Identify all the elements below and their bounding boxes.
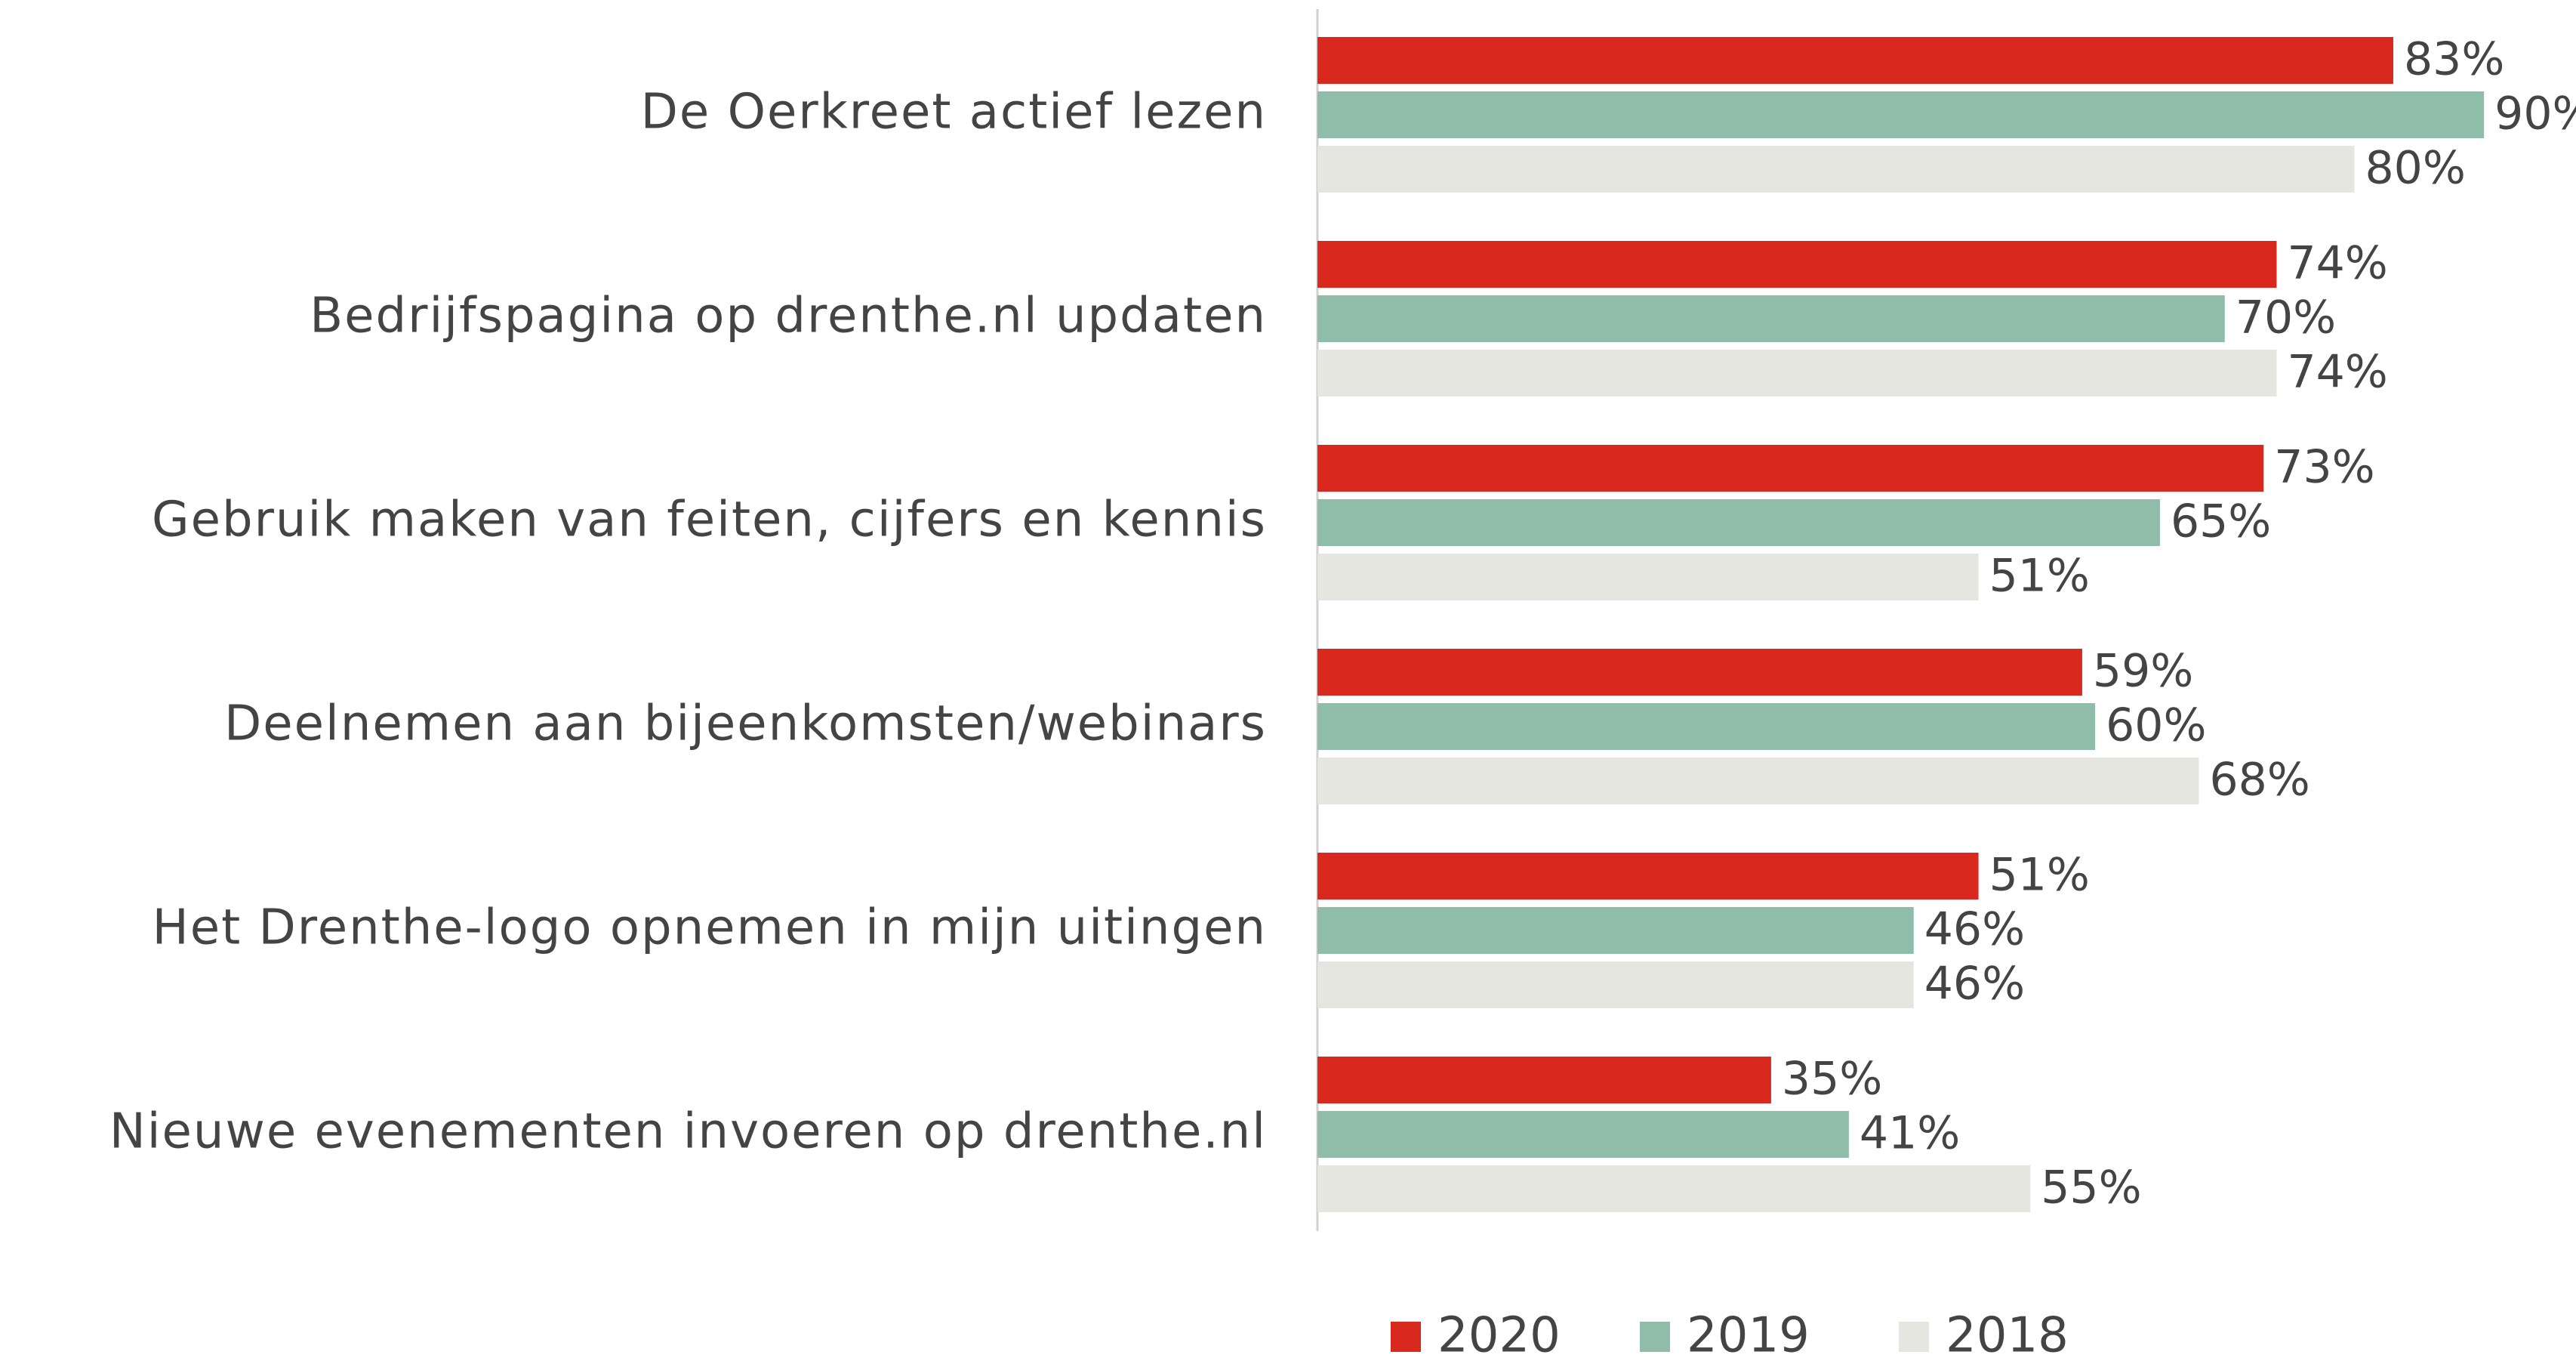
- value-label: 41%: [1860, 1107, 1960, 1160]
- value-label: 90%: [2494, 88, 2576, 140]
- bar: [1317, 91, 2485, 138]
- bar: [1317, 445, 2264, 492]
- legend-swatch: [1899, 1322, 1929, 1352]
- bar: [1317, 146, 2355, 193]
- bar: [1317, 649, 2082, 696]
- bar: [1317, 961, 1914, 1008]
- value-label: 35%: [1782, 1053, 1882, 1106]
- bar: [1317, 295, 2225, 342]
- bar: [1317, 703, 2096, 750]
- value-label: 70%: [2236, 292, 2336, 344]
- legend-swatch: [1391, 1322, 1421, 1352]
- value-label: 73%: [2274, 441, 2374, 494]
- legend-swatch: [1640, 1322, 1670, 1352]
- value-label: 74%: [2287, 346, 2387, 399]
- value-label: 74%: [2287, 237, 2387, 290]
- value-label: 51%: [1989, 849, 2090, 902]
- value-label: 65%: [2171, 495, 2271, 548]
- value-label: 59%: [2093, 645, 2193, 698]
- value-label: 51%: [1989, 550, 2090, 603]
- bar: [1317, 499, 2160, 546]
- bar: [1317, 853, 1979, 900]
- category-label: Deelnemen aan bijeenkomsten/webinars: [224, 696, 1267, 752]
- category-label: Gebruik maken van feiten, cijfers en ken…: [152, 492, 1267, 548]
- value-label: 46%: [1924, 903, 2025, 956]
- category-label: Nieuwe evenementen invoeren op drenthe.n…: [109, 1104, 1267, 1160]
- value-label: 83%: [2404, 33, 2504, 86]
- bar: [1317, 1111, 1849, 1158]
- legend-label: 2020: [1437, 1308, 1561, 1364]
- value-label: 68%: [2209, 754, 2309, 807]
- bar: [1317, 241, 2277, 288]
- bar: [1317, 350, 2277, 397]
- bar: [1317, 907, 1914, 954]
- legend-label: 2018: [1946, 1308, 2069, 1364]
- bar: [1317, 1057, 1771, 1103]
- value-label: 55%: [2041, 1162, 2141, 1214]
- bar: [1317, 758, 2199, 804]
- value-label: 60%: [2106, 699, 2206, 752]
- category-label: Bedrijfspagina op drenthe.nl updaten: [310, 289, 1267, 344]
- value-label: 80%: [2365, 142, 2465, 195]
- category-label: Het Drenthe-logo opnemen in mijn uitinge…: [153, 900, 1267, 956]
- bar: [1317, 554, 1979, 600]
- bar: [1317, 37, 2393, 84]
- category-label: De Oerkreet actief lezen: [641, 85, 1267, 140]
- legend-label: 2019: [1687, 1308, 1810, 1364]
- value-label: 46%: [1924, 958, 2025, 1011]
- bar: [1317, 1165, 2031, 1212]
